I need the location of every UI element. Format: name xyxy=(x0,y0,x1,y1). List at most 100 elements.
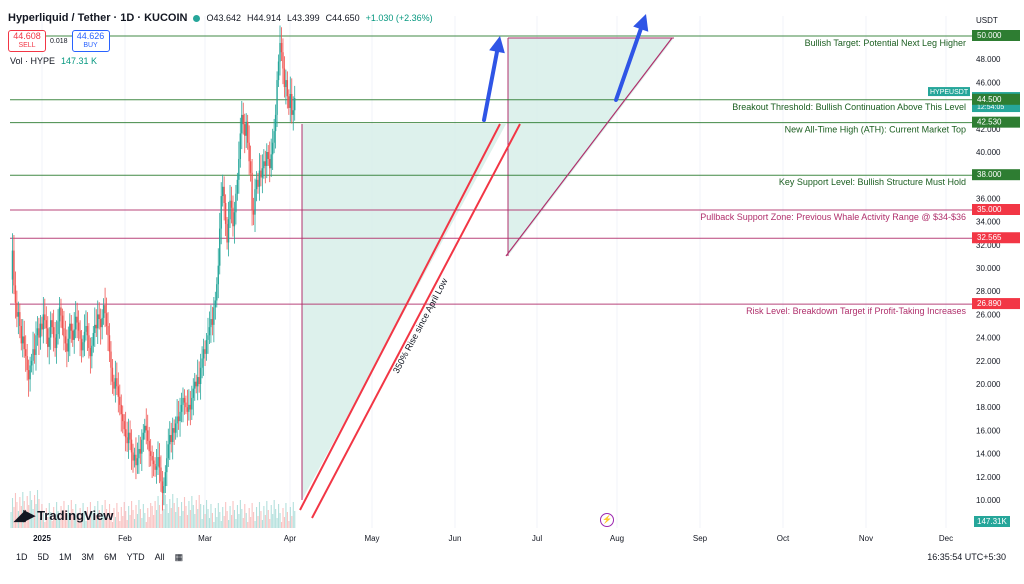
candle-body xyxy=(164,472,167,487)
candle-body xyxy=(274,114,277,132)
volume-bar xyxy=(22,492,24,528)
candle-body xyxy=(196,377,199,387)
candle-body xyxy=(66,343,68,352)
candle-body xyxy=(224,203,227,224)
volume-bar xyxy=(66,519,68,528)
sell-button[interactable]: 44.608 SELL xyxy=(8,30,46,52)
time-tick-label: Sep xyxy=(693,534,708,543)
volume-legend[interactable]: Vol · HYPE 147.31 K xyxy=(10,56,97,66)
candle-body xyxy=(271,142,274,155)
buy-button[interactable]: 44.626 BUY xyxy=(71,30,110,52)
lightning-icon[interactable]: ⚡ xyxy=(600,513,614,527)
timeframe-3m[interactable]: 3M xyxy=(81,552,95,562)
trade-panel: 44.608 SELL 0.018 44.626 BUY xyxy=(8,30,110,52)
volume-bar xyxy=(20,506,22,528)
volume-bar xyxy=(79,508,81,528)
volume-bar xyxy=(67,505,69,528)
timeframe-6m[interactable]: 6M xyxy=(104,552,117,562)
candle-body xyxy=(30,360,33,366)
volume-bar xyxy=(42,513,44,528)
candle-body xyxy=(276,80,278,115)
candle-body xyxy=(177,416,180,422)
candle-body xyxy=(23,336,25,350)
candles xyxy=(11,25,296,511)
time-tick-label: Nov xyxy=(859,534,873,543)
price-tick-label: 16.000 xyxy=(976,426,1001,435)
volume-bar xyxy=(253,512,255,528)
price-tick-label: 36.000 xyxy=(976,194,1001,203)
price-badge-value: 32.565 xyxy=(977,233,1002,242)
candle-body xyxy=(132,452,134,461)
volume-bar xyxy=(269,519,271,528)
volume-bar xyxy=(31,500,33,528)
timeframe-1m[interactable]: 1M xyxy=(59,552,72,562)
candle-body xyxy=(220,196,222,229)
wedge-triangle-fill xyxy=(508,38,674,256)
candle-body xyxy=(14,285,17,303)
candle-body xyxy=(138,448,140,459)
volume-bar xyxy=(50,512,52,528)
volume-bar xyxy=(267,510,269,528)
volume-bar xyxy=(29,491,31,528)
candle-body xyxy=(163,486,165,494)
candle-body xyxy=(176,416,178,424)
timeframe-5d[interactable]: 5D xyxy=(37,552,50,562)
timeframe-1d[interactable]: 1D xyxy=(16,552,28,562)
candle-body xyxy=(25,349,27,357)
volume-bar xyxy=(207,509,209,528)
rally-triangle-fill xyxy=(302,124,506,500)
volume-bar xyxy=(185,506,187,528)
tradingview-logo[interactable]: ◢▶ TradingView xyxy=(14,506,113,524)
volume-bar xyxy=(286,512,288,528)
candle-body xyxy=(282,52,284,69)
timeframe-ytd[interactable]: YTD xyxy=(126,552,145,562)
time-axis[interactable]: 2025 Feb Mar Apr May Jun Jul Aug Sep Oct Nov Dec xyxy=(33,534,953,543)
symbol-title[interactable]: Hyperliquid / Tether · 1D · KUCOIN xyxy=(8,12,188,24)
candle-body xyxy=(263,161,265,169)
volume-bar xyxy=(19,497,21,528)
volume-label: Vol · HYPE xyxy=(10,56,56,66)
candle-body xyxy=(86,326,89,336)
level-lines xyxy=(10,35,972,305)
volume-bar xyxy=(95,515,97,528)
candle-body xyxy=(20,326,22,344)
price-badge xyxy=(972,93,1020,105)
volume-bar xyxy=(85,521,87,528)
volume-bar xyxy=(16,502,18,528)
volume-bar xyxy=(176,498,178,528)
volume-bar xyxy=(241,509,243,528)
price-badge xyxy=(972,298,1020,310)
price-tick-label: 46.000 xyxy=(976,78,1001,87)
candle-body xyxy=(64,336,67,344)
volume-bar xyxy=(48,503,50,528)
timeframe-all[interactable]: All xyxy=(154,552,165,562)
candle-body xyxy=(232,207,234,227)
volume-bar xyxy=(250,517,252,528)
volume-bar xyxy=(141,518,143,528)
volume-bar xyxy=(13,507,15,528)
volume-bar xyxy=(272,514,274,528)
price-badge-value: 26.890 xyxy=(977,299,1002,308)
breakout-arrow-1-head xyxy=(489,36,505,54)
currency-label[interactable]: USDT xyxy=(976,16,998,25)
candle-body xyxy=(155,466,158,470)
volume-bar xyxy=(247,522,249,528)
volume-bar xyxy=(106,509,108,528)
candle-body xyxy=(169,435,171,445)
price-axis[interactable]: 50.00048.00046.00044.00042.00040.00038.0… xyxy=(928,0,1024,540)
candle-body xyxy=(294,98,296,111)
ohlc-open: O43.642 xyxy=(206,13,242,23)
volume-bar xyxy=(183,497,186,528)
candle-body xyxy=(67,338,70,352)
candle-body xyxy=(235,193,237,213)
candle-body xyxy=(55,334,58,349)
candle-body xyxy=(63,328,65,337)
volume-bar xyxy=(223,516,225,528)
volume-bar xyxy=(242,518,244,528)
calendar-icon[interactable]: ▦ xyxy=(174,552,184,562)
volume-bar xyxy=(239,500,241,528)
rally-trendline-lower xyxy=(311,123,521,519)
price-tick-label: 22.000 xyxy=(976,357,1001,366)
volume-value: 147.31 K xyxy=(61,56,98,66)
